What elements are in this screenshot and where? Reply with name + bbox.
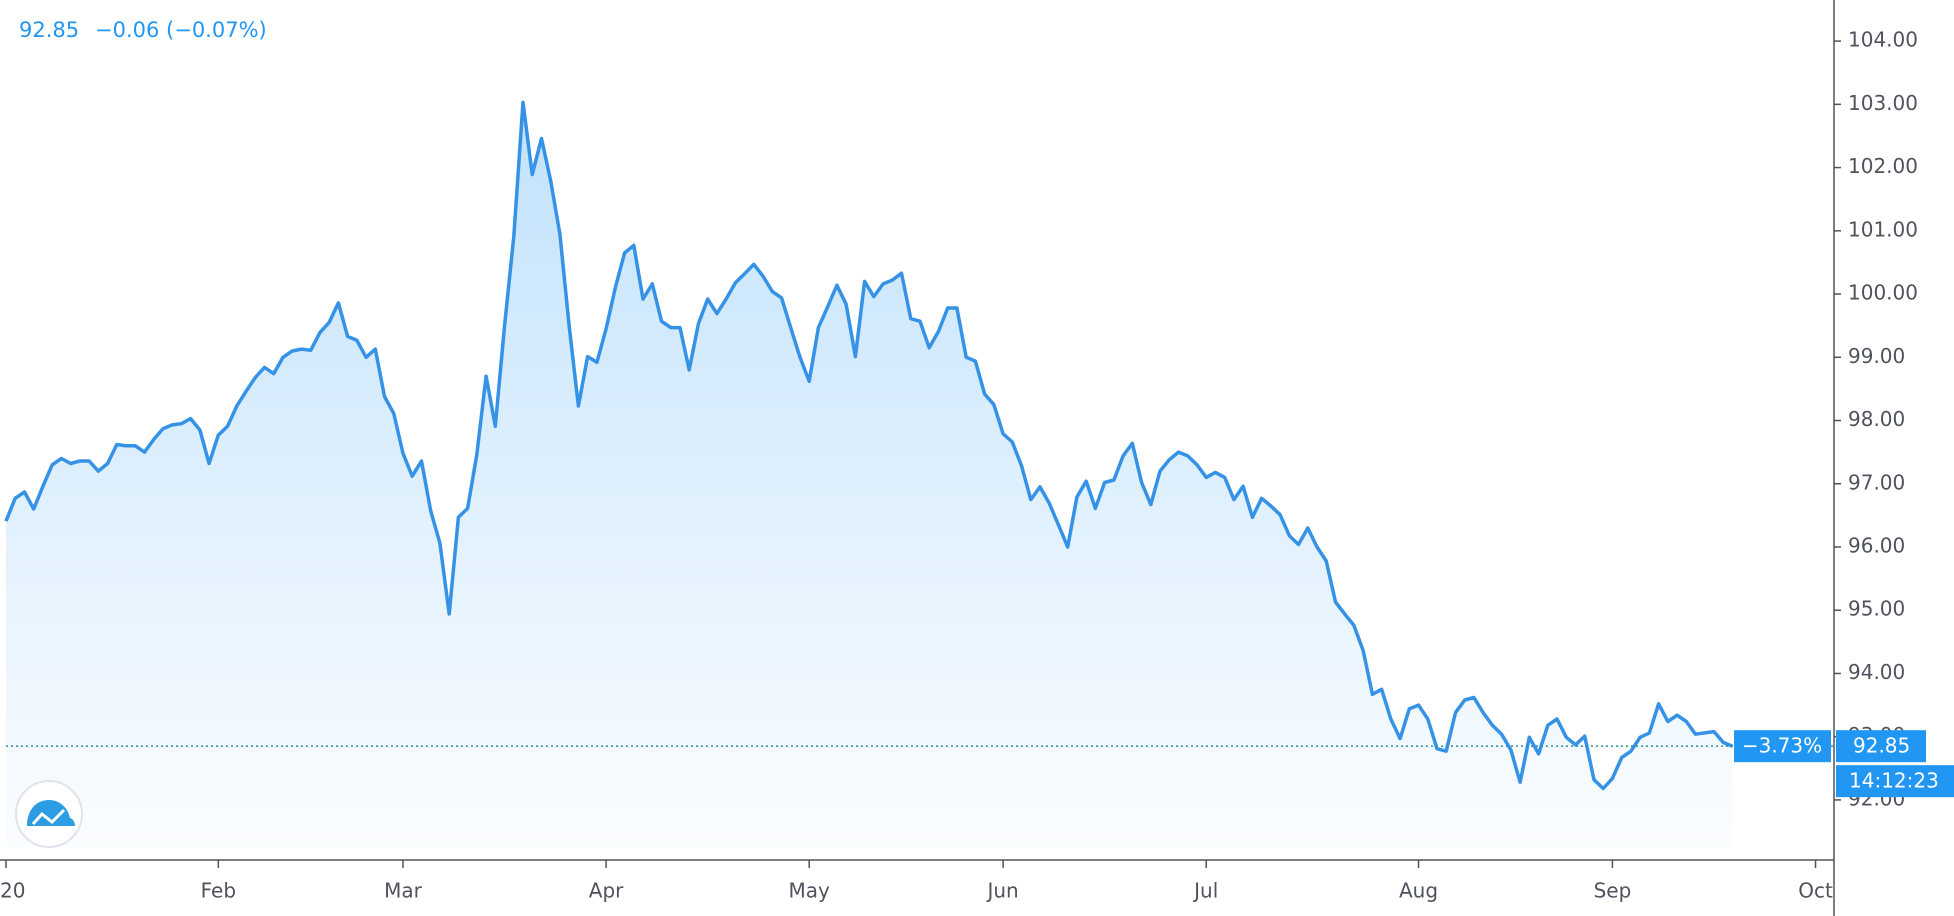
x-tick-label: May	[789, 879, 831, 903]
x-tick-label: Jun	[985, 879, 1018, 903]
y-tick-label: 96.00	[1848, 533, 1905, 557]
x-tick-label: 20	[0, 879, 25, 903]
change-header: −0.06 (−0.07%)	[95, 18, 267, 42]
x-tick-label: Oct	[1798, 879, 1833, 903]
price-badge	[1836, 730, 1926, 763]
x-tick-label: Aug	[1399, 879, 1438, 903]
price-header: 92.85	[19, 18, 79, 42]
x-tick-label: Apr	[589, 879, 624, 903]
y-tick-label: 100.00	[1848, 281, 1918, 305]
area-fill	[6, 102, 1733, 846]
y-tick-label: 103.00	[1848, 91, 1918, 115]
percent-badge	[1734, 730, 1831, 763]
y-tick-label: 101.00	[1848, 217, 1918, 241]
y-tick-label: 99.00	[1848, 344, 1905, 368]
y-tick-label: 98.00	[1848, 407, 1905, 431]
x-tick-label: Sep	[1594, 879, 1632, 903]
logo-line	[31, 808, 66, 826]
plot-area	[4, 100, 1834, 846]
price-label: 92.85	[1853, 734, 1910, 758]
time-badge	[1836, 765, 1954, 798]
price-line	[4, 100, 1734, 791]
y-tick-label: 97.00	[1848, 470, 1905, 494]
percent-label: −3.73%	[1742, 734, 1822, 758]
x-tick-label: Jul	[1192, 879, 1218, 903]
x-tick-label: Feb	[201, 879, 236, 903]
y-tick-label: 104.00	[1848, 28, 1918, 52]
x-tick-label: Mar	[384, 879, 423, 903]
y-tick-label: 102.00	[1848, 154, 1918, 178]
y-tick-label: 95.00	[1848, 597, 1905, 621]
logo	[15, 780, 83, 848]
time-label: 14:12:23	[1849, 769, 1939, 793]
y-tick-label: 94.00	[1848, 660, 1905, 684]
